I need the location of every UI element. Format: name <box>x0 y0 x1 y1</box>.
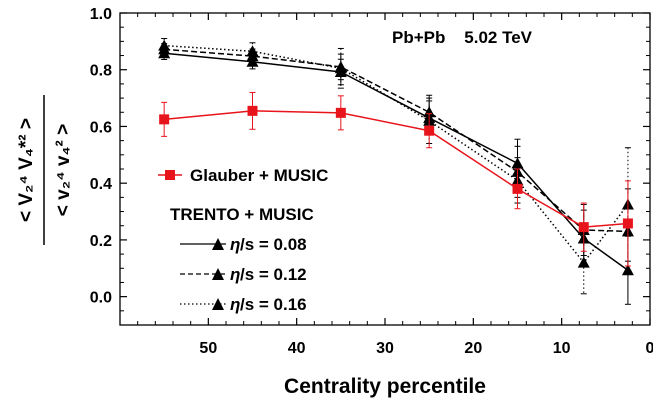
y-tick-label: 1.0 <box>90 6 112 23</box>
data-point <box>159 114 170 125</box>
data-point <box>246 45 259 57</box>
x-tick-label: 10 <box>553 340 571 357</box>
axis-ticks <box>120 12 651 325</box>
legend: Glauber + MUSIC TRENTO + MUSIC η /s = 0.… <box>158 166 328 314</box>
legend-marker-012 <box>212 268 224 280</box>
y-tick-label: 0.4 <box>90 176 112 193</box>
x-axis-label: Centrality percentile <box>284 375 486 398</box>
x-tick-label: 20 <box>464 340 482 357</box>
y-axis-label-numerator: < V₂⁴ V₄*² > <box>16 118 37 222</box>
data-point <box>424 125 435 136</box>
legend-eta-008: η <box>230 235 240 254</box>
legend-marker-008 <box>212 238 224 250</box>
data-point <box>247 105 258 116</box>
y-tick-label: 0.8 <box>90 63 112 80</box>
x-tick-label: 30 <box>376 340 394 357</box>
x-tick-label: 50 <box>199 340 217 357</box>
data-point <box>423 106 436 118</box>
data-point <box>622 218 633 229</box>
legend-eta-012: η <box>230 265 240 284</box>
annotation: Pb+Pb 5.02 TeV <box>392 28 533 47</box>
x-tick-label: 40 <box>288 340 306 357</box>
y-tick-labels: 0.0 0.2 0.4 0.6 0.8 1.0 <box>90 6 112 307</box>
legend-label-glauber: Glauber + MUSIC <box>190 166 328 185</box>
data-point <box>578 222 589 233</box>
y-axis-label-denominator: < v₂⁴ v₄² > <box>53 124 74 216</box>
y-axis-label: < V₂⁴ V₄*² > < v₂⁴ v₄² > <box>16 95 74 245</box>
data-point <box>334 62 347 74</box>
x-tick-labels: 50 40 30 20 10 0 <box>199 340 653 357</box>
legend-label-016: /s = 0.16 <box>240 295 307 314</box>
x-tick-label: 0 <box>646 340 653 357</box>
legend-label-008: /s = 0.08 <box>240 235 307 254</box>
y-tick-label: 0.2 <box>90 233 112 250</box>
data-point <box>621 264 634 276</box>
series-line <box>164 44 629 264</box>
legend-eta-016: η <box>230 295 240 314</box>
legend-marker-016 <box>212 298 224 310</box>
legend-marker-glauber <box>165 170 175 180</box>
data-point <box>577 256 590 268</box>
legend-label-012: /s = 0.12 <box>240 265 307 284</box>
series-0 <box>159 91 633 267</box>
legend-group-title: TRENTO + MUSIC <box>170 205 314 224</box>
series-layer <box>158 38 634 305</box>
data-point <box>158 39 171 51</box>
data-point <box>335 107 346 118</box>
y-tick-label: 0.0 <box>90 290 112 307</box>
data-point <box>512 183 523 194</box>
y-tick-label: 0.6 <box>90 119 112 136</box>
